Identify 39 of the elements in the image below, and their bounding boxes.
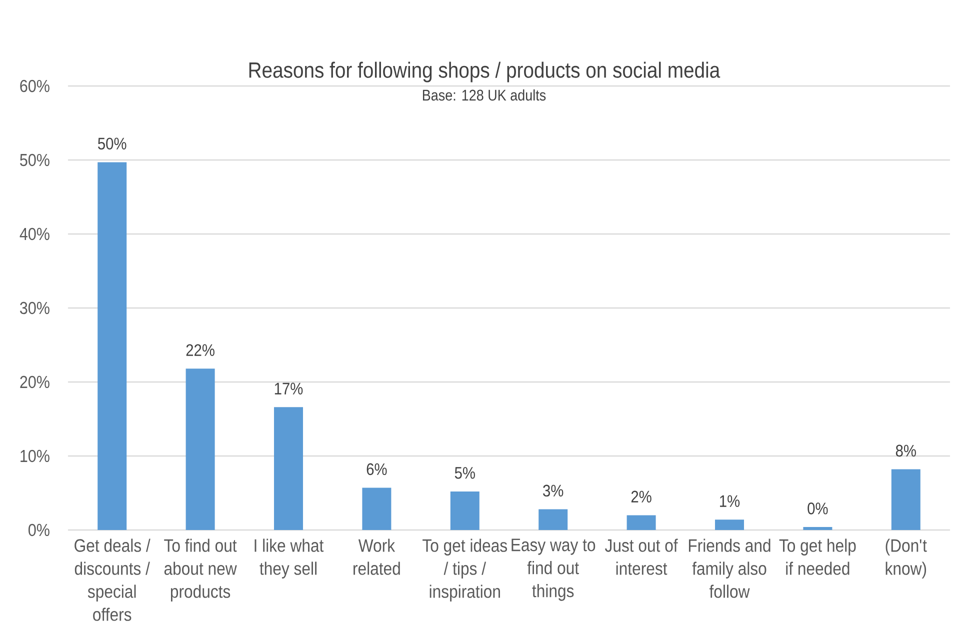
y-tick-label: 50% <box>20 154 50 166</box>
bar <box>626 515 656 530</box>
data-label: 0% <box>808 502 828 514</box>
bar <box>891 469 920 530</box>
chart-title: Reasons for following shops / products on social media <box>249 62 720 82</box>
data-label: 22% <box>186 344 214 356</box>
data-label: 6% <box>366 463 387 476</box>
y-tick-label: 10% <box>20 450 50 462</box>
y-tick-label: 20% <box>20 376 50 388</box>
data-label: 1% <box>720 495 740 507</box>
x-tick-label: Work related <box>354 538 400 575</box>
bar <box>538 509 568 530</box>
bar <box>362 488 392 530</box>
x-tick-label: To find out about new products <box>164 538 237 602</box>
x-tick-label: Just out of interest <box>605 538 678 575</box>
bar <box>715 520 744 530</box>
data-label: 50% <box>98 138 126 150</box>
x-tick-label: To get ideas / tips / inspiration <box>422 538 508 602</box>
x-tick-label: (Don't know) <box>886 538 927 578</box>
chart-subtitle: Base: 128 UK adults <box>422 89 546 101</box>
x-tick-label: Easy way to find out things <box>512 538 596 601</box>
y-tick-label: 60% <box>20 80 50 92</box>
bar <box>803 527 832 530</box>
data-label: 8% <box>896 444 916 457</box>
bar <box>274 407 304 530</box>
x-tick-label: Friends and family also follow <box>688 538 770 598</box>
x-tick-label: I like what they sell <box>254 538 324 578</box>
bar <box>450 492 480 530</box>
y-tick-label: 30% <box>20 302 50 314</box>
x-tick-label: To get help if needed <box>779 538 856 575</box>
data-label: 5% <box>454 467 475 479</box>
y-tick-label: 40% <box>20 228 50 240</box>
data-label: 2% <box>631 490 652 502</box>
data-label: 3% <box>543 484 564 497</box>
y-tick-label: 0% <box>28 524 50 536</box>
bar <box>98 162 127 530</box>
bar <box>186 368 215 530</box>
data-label: 17% <box>274 382 303 394</box>
x-tick-label: Get deals / discounts / special offers <box>74 538 150 621</box>
